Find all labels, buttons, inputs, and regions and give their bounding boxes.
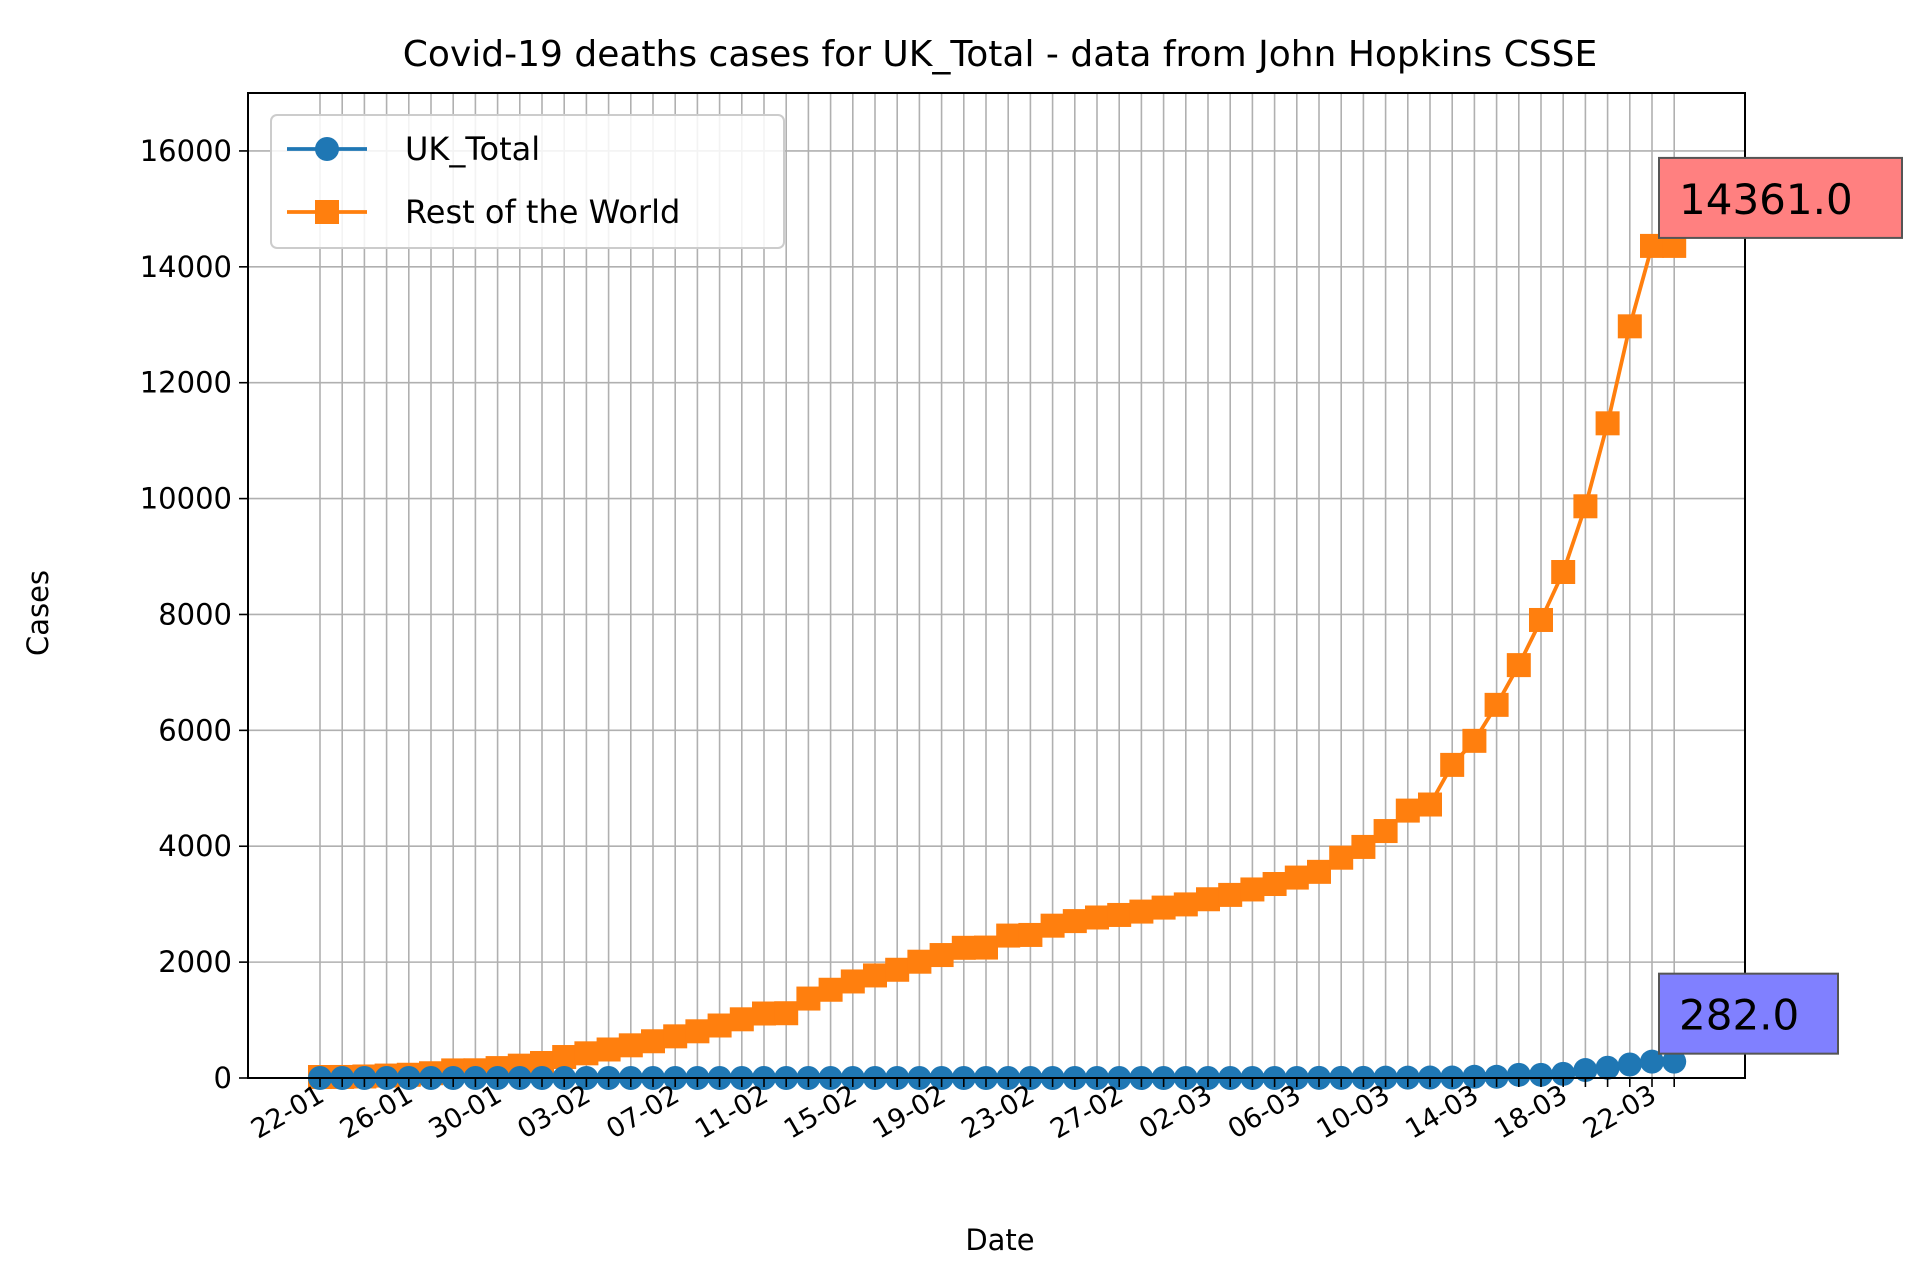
data-point bbox=[1085, 905, 1109, 930]
data-point bbox=[552, 1045, 577, 1070]
data-point bbox=[1595, 411, 1620, 436]
y-tick-label: 4000 bbox=[158, 829, 232, 863]
data-point bbox=[774, 1001, 799, 1026]
legend-box bbox=[270, 114, 785, 249]
x-axis-label: Date bbox=[965, 1223, 1034, 1257]
y-tick-label: 16000 bbox=[140, 134, 232, 168]
data-point bbox=[996, 923, 1021, 948]
data-point bbox=[1617, 314, 1642, 339]
y-tick-label: 8000 bbox=[158, 597, 232, 631]
data-point bbox=[596, 1037, 621, 1062]
data-point bbox=[1395, 798, 1420, 823]
data-point bbox=[1462, 1064, 1487, 1089]
data-point bbox=[1551, 559, 1576, 584]
data-point bbox=[1462, 728, 1487, 753]
data-point bbox=[1129, 899, 1154, 924]
legend-label: Rest of the World bbox=[405, 193, 680, 231]
data-point bbox=[707, 1013, 732, 1038]
data-point bbox=[863, 963, 887, 988]
data-point bbox=[974, 935, 998, 960]
data-point bbox=[729, 1007, 754, 1032]
data-point bbox=[1196, 887, 1220, 912]
data-point bbox=[641, 1029, 665, 1054]
data-point bbox=[1595, 1055, 1620, 1080]
data-point bbox=[1351, 834, 1376, 859]
data-point bbox=[1284, 865, 1309, 890]
y-tick-label: 10000 bbox=[140, 482, 232, 516]
data-point bbox=[618, 1033, 643, 1058]
legend-label: UK_Total bbox=[405, 130, 540, 168]
legend-marker bbox=[315, 200, 339, 224]
data-point bbox=[1062, 909, 1087, 934]
y-tick-label: 6000 bbox=[158, 713, 232, 747]
data-point bbox=[1262, 872, 1287, 897]
data-point bbox=[1573, 1058, 1598, 1083]
data-point bbox=[1173, 892, 1198, 917]
data-point bbox=[663, 1024, 688, 1049]
data-point bbox=[1551, 1061, 1576, 1086]
data-point bbox=[1617, 1052, 1642, 1077]
data-point bbox=[907, 949, 932, 974]
data-point bbox=[1484, 1064, 1509, 1089]
y-axis-label: Cases bbox=[21, 570, 55, 656]
data-point bbox=[1573, 494, 1598, 519]
annotation-label-rest-of-world: 14361.0 bbox=[1679, 175, 1853, 224]
data-point bbox=[752, 1001, 776, 1026]
data-point bbox=[1018, 922, 1043, 947]
data-point bbox=[1484, 692, 1509, 717]
data-point bbox=[1151, 895, 1176, 920]
data-point bbox=[1506, 1062, 1531, 1087]
legend-marker bbox=[315, 137, 339, 161]
annotations: 282.0 14361.0 bbox=[1658, 156, 1903, 1055]
y-tick-label: 2000 bbox=[158, 945, 232, 979]
data-point bbox=[685, 1019, 710, 1044]
data-point bbox=[951, 935, 976, 960]
data-point bbox=[1373, 819, 1398, 844]
data-point bbox=[1529, 1062, 1553, 1087]
annotation-box-rest-of-world bbox=[1658, 156, 1903, 239]
data-point bbox=[885, 957, 910, 982]
annotation-box-uk-total bbox=[1658, 972, 1839, 1055]
data-point bbox=[929, 943, 954, 968]
data-point bbox=[574, 1041, 599, 1066]
data-point bbox=[796, 986, 821, 1011]
data-point bbox=[818, 977, 843, 1002]
data-point bbox=[1240, 877, 1265, 902]
axes-frame bbox=[247, 92, 1746, 1079]
data-point bbox=[1662, 1049, 1687, 1074]
data-point bbox=[1040, 913, 1065, 938]
data-point bbox=[1218, 882, 1243, 907]
data-point bbox=[1506, 653, 1531, 678]
data-point bbox=[1529, 607, 1553, 632]
legend: UK_Total Rest of the World bbox=[270, 114, 785, 249]
y-tick-label: 14000 bbox=[140, 250, 232, 284]
chart-title: Covid-19 deaths cases for UK_Total - dat… bbox=[403, 34, 1597, 75]
annotation-label-uk-total: 282.0 bbox=[1679, 991, 1799, 1040]
data-point bbox=[1307, 859, 1331, 884]
data-point bbox=[1107, 902, 1132, 927]
data-point bbox=[1329, 845, 1354, 870]
y-tick-label: 12000 bbox=[140, 366, 232, 400]
data-point bbox=[840, 969, 865, 994]
data-point bbox=[1640, 1049, 1664, 1074]
y-tick-label: 0 bbox=[214, 1061, 232, 1095]
data-point bbox=[1440, 752, 1465, 777]
data-point bbox=[1418, 792, 1442, 817]
